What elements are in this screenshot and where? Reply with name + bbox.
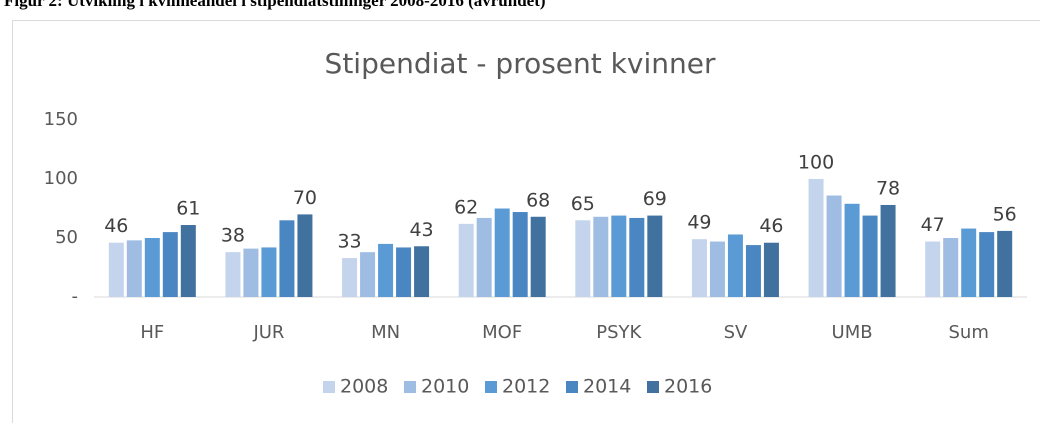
bar xyxy=(162,232,178,297)
chart-border xyxy=(12,20,1040,423)
legend-label: 2012 xyxy=(502,376,550,398)
bar xyxy=(943,238,959,297)
x-tick-label: Sum xyxy=(949,322,989,343)
bar xyxy=(997,230,1013,297)
bar xyxy=(925,241,941,297)
bar xyxy=(261,247,277,297)
bar xyxy=(862,215,878,297)
bar xyxy=(709,241,725,297)
bar xyxy=(961,228,977,297)
data-label: 69 xyxy=(643,188,667,210)
data-label: 47 xyxy=(921,214,945,236)
legend-swatch xyxy=(485,381,497,393)
x-tick-label: HF xyxy=(140,322,164,343)
bar xyxy=(180,225,196,297)
data-label: 61 xyxy=(176,198,200,220)
x-tick-label: UMB xyxy=(832,322,873,343)
legend-swatch xyxy=(647,381,659,393)
legend-label: 2016 xyxy=(664,376,712,398)
data-label: 78 xyxy=(876,177,900,199)
data-label: 100 xyxy=(798,152,834,174)
legend-swatch xyxy=(566,381,578,393)
y-tick-label: - xyxy=(72,286,79,307)
data-label: 46 xyxy=(104,215,128,237)
legend-swatch xyxy=(404,381,416,393)
bar xyxy=(763,242,779,297)
data-label: 46 xyxy=(759,215,783,237)
bar xyxy=(396,247,412,297)
bar xyxy=(108,242,124,297)
legend-label: 2014 xyxy=(583,376,631,398)
bar xyxy=(826,195,842,297)
bar xyxy=(225,252,241,297)
x-tick-label: MOF xyxy=(482,322,522,343)
bar xyxy=(279,220,295,297)
x-tick-label: PSYK xyxy=(596,322,642,343)
bar xyxy=(476,217,492,297)
chart-title: Stipendiat - prosent kvinner xyxy=(325,47,716,80)
x-tick-label: JUR xyxy=(252,322,284,343)
bar xyxy=(512,212,528,297)
x-tick-label: SV xyxy=(724,322,748,343)
bar xyxy=(593,216,609,297)
bar xyxy=(647,215,663,297)
bar xyxy=(144,238,160,297)
data-label: 65 xyxy=(571,193,595,215)
legend-swatch xyxy=(323,381,335,393)
y-tick-label: 100 xyxy=(44,168,78,189)
bar xyxy=(844,203,860,297)
bar xyxy=(494,208,510,297)
data-label: 33 xyxy=(337,231,361,253)
bar xyxy=(880,204,896,297)
data-label: 49 xyxy=(687,212,711,234)
figure-caption: Figur 2: Utvikling i kvinneandel i stipe… xyxy=(4,0,546,10)
bar xyxy=(611,215,627,297)
bar xyxy=(808,179,824,297)
bar xyxy=(629,217,645,297)
bar xyxy=(979,232,995,297)
data-label: 43 xyxy=(409,219,433,241)
bar xyxy=(727,234,743,297)
data-label: 68 xyxy=(526,189,550,211)
data-label: 38 xyxy=(221,225,245,247)
data-label: 62 xyxy=(454,196,478,218)
legend-label: 2010 xyxy=(421,376,469,398)
bar xyxy=(575,220,591,297)
x-tick-label: MN xyxy=(371,322,400,343)
bar xyxy=(378,243,394,297)
data-label: 70 xyxy=(293,187,317,209)
bar xyxy=(458,223,474,297)
bar xyxy=(126,240,142,297)
bar xyxy=(691,239,707,297)
bar xyxy=(530,216,546,297)
bar xyxy=(297,214,313,297)
bar xyxy=(243,248,259,297)
bar xyxy=(342,258,358,297)
y-tick-label: 50 xyxy=(55,227,78,248)
bar xyxy=(745,245,761,297)
legend-label: 2008 xyxy=(340,376,388,398)
y-tick-label: 150 xyxy=(44,109,78,130)
bar xyxy=(414,246,430,297)
data-label: 56 xyxy=(993,203,1017,225)
bar xyxy=(360,252,376,297)
